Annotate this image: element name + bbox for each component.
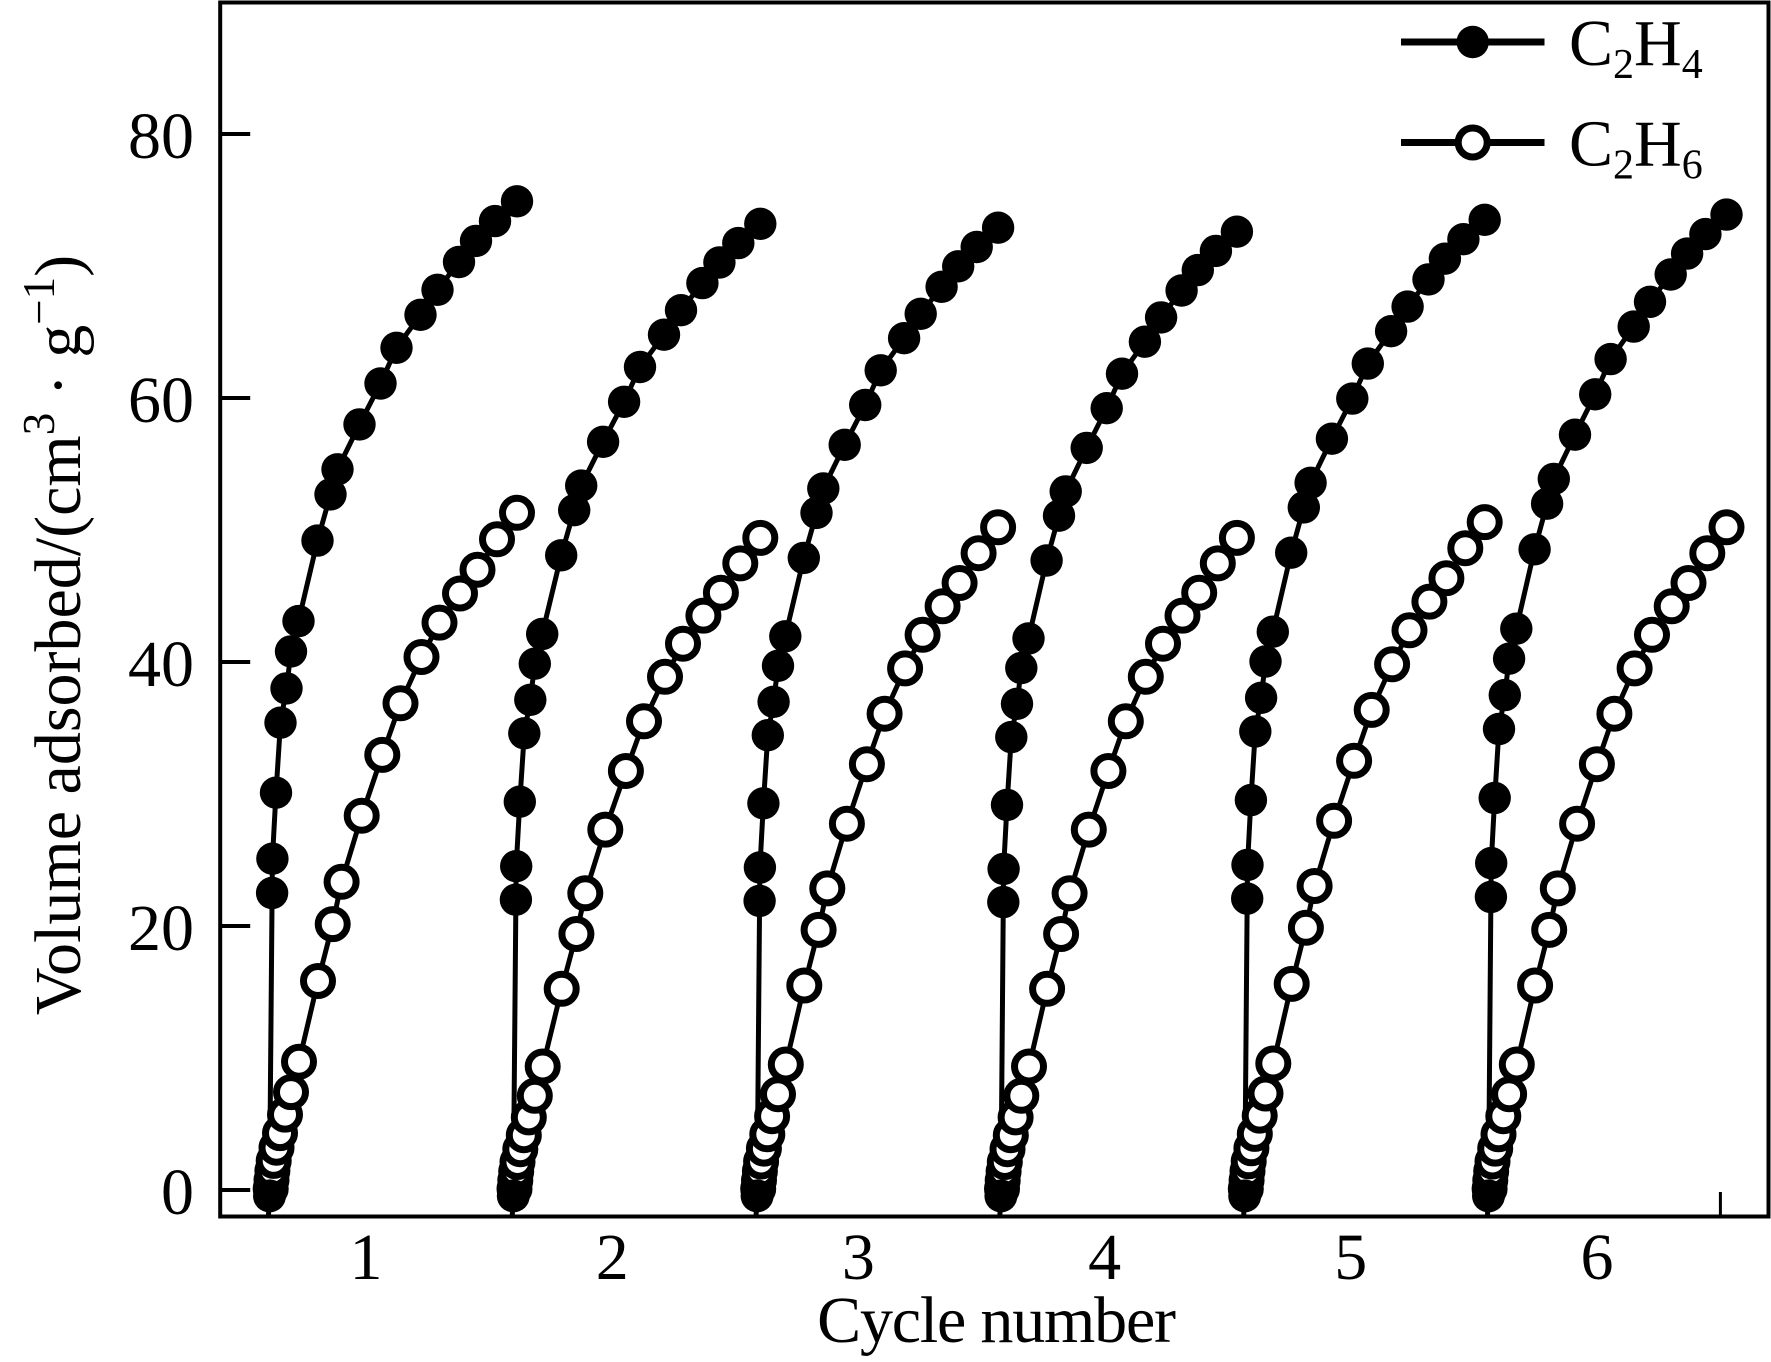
svg-text:C2H4: C2H4 (1569, 7, 1703, 88)
svg-text:Cycle number: Cycle number (817, 1284, 1176, 1357)
svg-text:2: 2 (596, 1221, 629, 1294)
svg-text:0: 0 (161, 1156, 194, 1229)
svg-text:C2H6: C2H6 (1569, 107, 1703, 188)
svg-text:60: 60 (128, 364, 194, 437)
svg-text:4: 4 (1088, 1221, 1121, 1294)
svg-text:20: 20 (128, 892, 194, 965)
svg-text:80: 80 (128, 100, 194, 173)
svg-text:40: 40 (128, 628, 194, 701)
svg-text:1: 1 (350, 1221, 383, 1294)
svg-text:Volume adsorbed/(cm3 · g−1): Volume adsorbed/(cm3 · g−1) (14, 255, 95, 1015)
svg-text:5: 5 (1334, 1221, 1367, 1294)
svg-text:6: 6 (1581, 1221, 1614, 1294)
svg-text:3: 3 (842, 1221, 875, 1294)
